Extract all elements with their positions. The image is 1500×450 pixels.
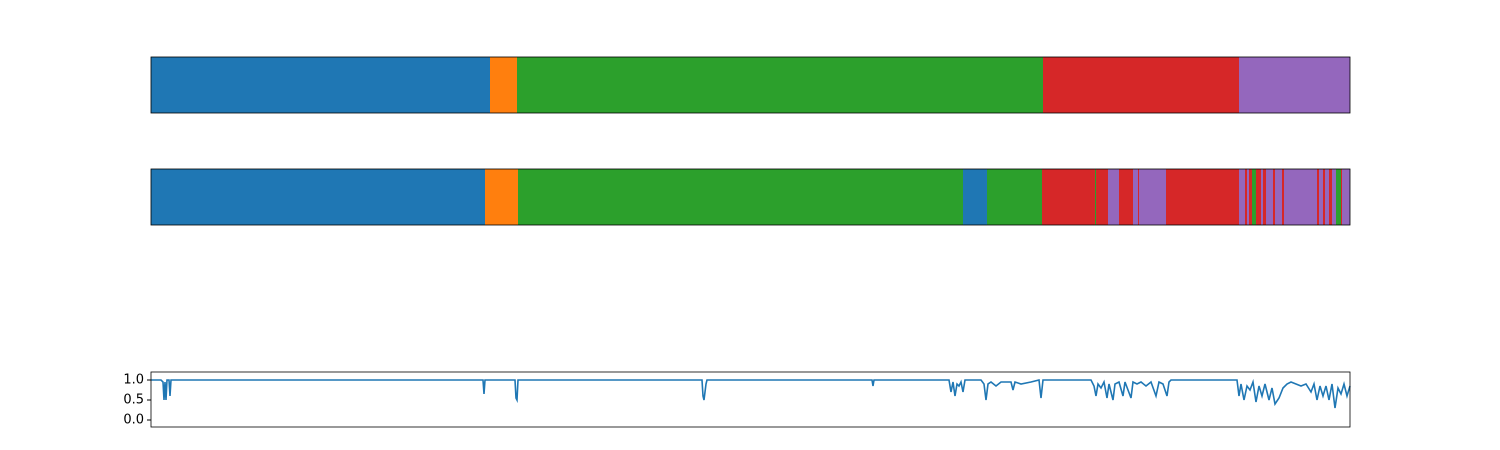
segment — [1284, 169, 1317, 225]
segment — [1261, 169, 1263, 225]
segment — [1042, 169, 1095, 225]
segment — [1119, 169, 1133, 225]
segment — [1273, 169, 1275, 225]
segment — [517, 57, 1043, 113]
segment — [1336, 169, 1341, 225]
line — [151, 378, 1351, 409]
segment — [1108, 169, 1119, 225]
segment — [1095, 169, 1096, 225]
segment — [1245, 169, 1247, 225]
segment — [1282, 169, 1284, 225]
segment — [1166, 169, 1239, 225]
segment — [1256, 169, 1261, 225]
axes-frame — [150, 371, 1351, 428]
y-tick-label: 1.0 — [123, 373, 144, 388]
segment — [1329, 169, 1332, 225]
segment — [1325, 169, 1329, 225]
segment — [1096, 169, 1108, 225]
axes-frame — [150, 168, 1351, 226]
segment — [1247, 169, 1249, 225]
segment — [1249, 169, 1252, 225]
axes-frame — [150, 56, 1351, 114]
segment — [1133, 169, 1138, 225]
segment — [1239, 169, 1245, 225]
segment — [1341, 169, 1342, 225]
segment — [1317, 169, 1319, 225]
segment — [963, 169, 987, 225]
segment — [1239, 57, 1350, 113]
segment — [1139, 169, 1166, 225]
segment — [485, 169, 518, 225]
segment — [151, 57, 490, 113]
segment — [1043, 57, 1239, 113]
segment — [1342, 169, 1350, 225]
segment — [987, 169, 1042, 225]
segment — [1266, 169, 1273, 225]
segment — [1319, 169, 1323, 225]
segment — [1323, 169, 1325, 225]
segment — [1275, 169, 1282, 225]
segment — [1332, 169, 1336, 225]
y-tick-label: 0.0 — [123, 413, 144, 428]
segment — [518, 169, 963, 225]
segment — [151, 169, 485, 225]
segment — [1138, 169, 1139, 225]
segment — [490, 57, 517, 113]
segment — [1263, 169, 1266, 225]
y-tick-label: 0.5 — [123, 393, 144, 408]
segment — [1252, 169, 1256, 225]
